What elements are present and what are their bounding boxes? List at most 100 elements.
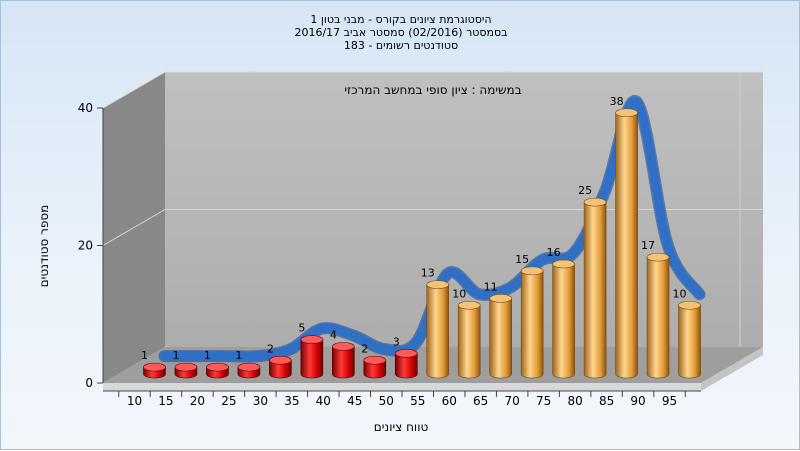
bar-top (552, 259, 575, 269)
x-tick-label: 35 (284, 394, 299, 408)
bar-top (583, 197, 607, 207)
gridline-side (102, 71, 166, 109)
x-tick-label: 15 (158, 394, 173, 408)
x-tick-label: 40 (316, 394, 331, 408)
x-tick-label: 65 (473, 394, 488, 408)
bar (269, 355, 292, 379)
bar-value-label: 11 (484, 280, 498, 293)
y-axis-ticks: 0 20 40 (78, 101, 103, 390)
bar (237, 362, 261, 379)
bar (457, 300, 481, 379)
bar-value-label: 1 (235, 349, 242, 362)
bar-body (457, 304, 481, 379)
bar (143, 362, 166, 379)
bar (489, 294, 512, 379)
bar-body (520, 270, 544, 379)
x-tick-label: 95 (662, 394, 677, 408)
bar-top (394, 349, 418, 358)
bar-value-label: 2 (267, 342, 274, 355)
bar-top (457, 300, 481, 310)
bar-value-label: 17 (641, 239, 655, 252)
bar-value-label: 38 (610, 95, 624, 108)
bar (552, 259, 575, 379)
bar-body (269, 359, 292, 379)
x-tick-label: 90 (630, 394, 645, 408)
bar-body (552, 263, 575, 379)
bar-top (300, 335, 324, 344)
bar-top (615, 108, 638, 118)
gridline-side (102, 209, 166, 246)
floor-front-edge (103, 383, 701, 391)
bar-value-label: 15 (515, 253, 529, 266)
bar (426, 280, 450, 379)
bar-body (646, 256, 670, 379)
bar-value-label: 1 (172, 349, 179, 362)
bar-top (237, 362, 261, 372)
bar (174, 362, 198, 379)
bar-value-label: 1 (204, 349, 211, 362)
x-tick-label: 10 (127, 394, 142, 408)
bar-body (332, 346, 355, 379)
annotation-text: במשימה : ציון סופי במחשב המרכזי (344, 83, 521, 97)
bar-body (394, 353, 418, 379)
bar (394, 349, 418, 379)
x-tick-label: 30 (253, 394, 268, 408)
x-tick-label: 25 (221, 394, 236, 408)
bar-body (489, 298, 512, 379)
floor-right-edge (701, 347, 763, 391)
x-tick-label: 70 (505, 394, 520, 408)
bar (520, 266, 544, 379)
y-tick-label: 0 (85, 376, 93, 390)
chart-title: היסטוגרמת ציונים בקורס - מבני בטון 1 בסמ… (294, 13, 507, 52)
bar-top (646, 252, 670, 262)
bar-top (489, 294, 512, 303)
bar (615, 108, 638, 379)
y-tick-label: 40 (78, 101, 93, 115)
bar-top (332, 342, 355, 351)
bars-group (143, 108, 701, 379)
bar-body (363, 359, 387, 379)
bar-value-label: 2 (361, 342, 368, 355)
y-axis-title: מספר סטודנטים (37, 205, 51, 288)
x-tick-label: 75 (536, 394, 551, 408)
y-tick-label: 20 (78, 239, 93, 253)
x-tick-label: 85 (599, 394, 614, 408)
bar (332, 342, 355, 379)
bar-value-label: 3 (393, 335, 400, 348)
bar-value-label: 1 (141, 349, 148, 362)
x-tick-label: 50 (379, 394, 394, 408)
bar-body (583, 201, 607, 379)
bar (300, 335, 324, 379)
bar-value-label: 5 (298, 322, 305, 335)
bar-top (520, 266, 544, 276)
x-tick-label: 20 (190, 394, 205, 408)
title-line-3: סטודנטים רשומים - 183 (344, 39, 458, 52)
bar-top (678, 300, 701, 310)
bar-value-label: 10 (452, 287, 466, 300)
bar-top (269, 355, 292, 365)
bar-top (363, 355, 387, 365)
x-axis-ticks: 10 15 20 25 30 35 40 45 50 55 60 65 70 75 80 85 90 95 (118, 391, 686, 408)
bar-value-label: 16 (547, 246, 561, 259)
bar (646, 252, 670, 379)
bar-top (426, 280, 450, 289)
bar (206, 362, 229, 379)
bar-top (206, 362, 229, 372)
x-tick-label: 60 (442, 394, 457, 408)
title-line-1: היסטוגרמת ציונים בקורס - מבני בטון 1 (310, 13, 491, 26)
bar-body (426, 284, 450, 379)
bar-value-label: 13 (421, 267, 435, 280)
bar-body (300, 339, 324, 379)
bar (583, 197, 607, 379)
bar-top (174, 362, 198, 372)
bar-value-label: 10 (673, 287, 687, 300)
bar-body (615, 112, 638, 379)
bar (363, 355, 387, 379)
title-line-2: בסמסטר (02/2016) סמסטר אביב 2016/17 (294, 26, 507, 39)
bar-value-label: 4 (330, 329, 337, 342)
bar-top (143, 362, 166, 372)
x-tick-label: 45 (347, 394, 362, 408)
